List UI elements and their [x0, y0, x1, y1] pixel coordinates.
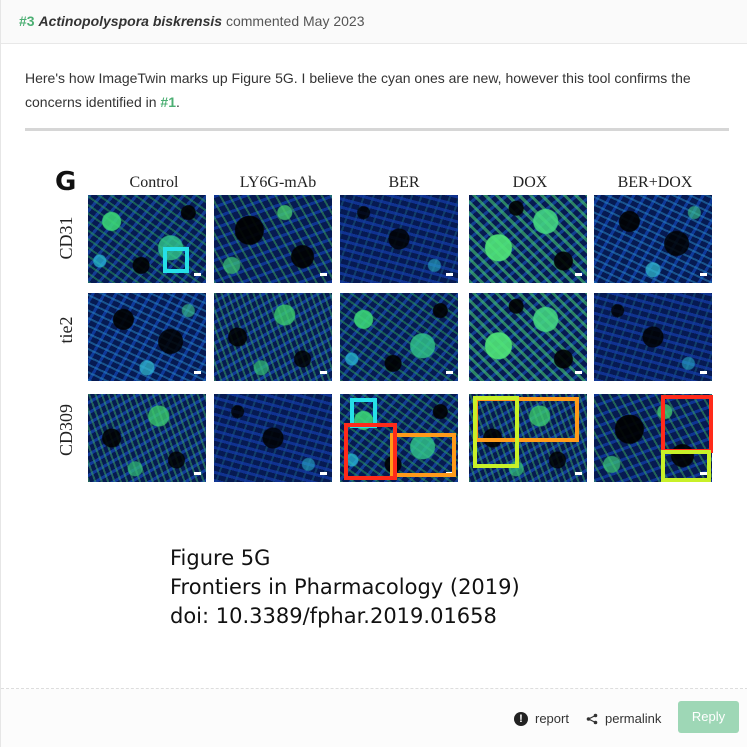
micrograph-panel [469, 195, 587, 283]
micrograph-panel [594, 195, 712, 283]
micrograph-panel [88, 293, 206, 381]
micrograph-panel [594, 394, 712, 482]
comment-body-text: Here's how ImageTwin marks up Figure 5G.… [25, 70, 691, 110]
duplicate-highlight-red [661, 395, 713, 453]
figure-panel-letter: G [55, 167, 77, 197]
duplicate-highlight-orange [390, 433, 456, 477]
micrograph-panel [594, 293, 712, 381]
share-icon [586, 713, 598, 724]
footer-divider [1, 688, 747, 689]
row-label-tie2: tie2 [56, 316, 76, 344]
comment-body-end: . [176, 94, 180, 110]
micrograph-panel [214, 293, 332, 381]
blockquote-divider [25, 128, 729, 131]
row-label-cd31: CD31 [56, 216, 76, 260]
micrograph-panel [88, 195, 206, 283]
micrograph-panel [340, 293, 458, 381]
comment-author-link[interactable]: Actinopolyspora biskrensis [38, 13, 223, 29]
column-label-dox: DOX [512, 174, 548, 191]
duplicate-highlight-red [344, 423, 397, 480]
column-label-ly6g: LY6G-mAb [239, 174, 317, 191]
column-label-ber-dox: BER+DOX [617, 174, 693, 191]
row-label-cd309: CD309 [56, 404, 76, 457]
caption-doi: doi: 10.3389/fphar.2019.01658 [170, 604, 497, 628]
duplicate-highlight-yellow [473, 396, 519, 468]
duplicate-highlight-yellow [661, 450, 711, 482]
micrograph-panel [214, 195, 332, 283]
column-label-ber: BER [388, 174, 420, 191]
permalink-label: permalink [605, 711, 662, 726]
micrograph-panel [469, 293, 587, 381]
issue-reference-link[interactable]: #1 [160, 94, 176, 110]
exclamation-circle-icon: ! [514, 711, 528, 726]
comment-header: #3 Actinopolyspora biskrensis commented … [1, 0, 747, 44]
figure-caption: Figure 5G Frontiers in Pharmacology (201… [170, 544, 520, 631]
report-label: report [535, 711, 569, 726]
micrograph-panel [340, 195, 458, 283]
comment-number-link[interactable]: #3 [19, 13, 35, 29]
report-link[interactable]: ! report [514, 711, 569, 726]
caption-journal: Frontiers in Pharmacology (2019) [170, 575, 520, 599]
permalink-link[interactable]: permalink [586, 711, 661, 726]
comment-date: commented May 2023 [225, 13, 365, 29]
duplicate-highlight-cyan [163, 247, 189, 273]
figure-image: G Control LY6G-mAb BER DOX BER+DOX CD31 … [51, 165, 721, 490]
reply-button[interactable]: Reply [678, 701, 739, 733]
comment-footer: ! report permalink Reply [1, 689, 747, 747]
comment-body: Here's how ImageTwin marks up Figure 5G.… [25, 66, 715, 114]
micrograph-panel [214, 394, 332, 482]
column-label-control: Control [129, 174, 179, 191]
caption-title: Figure 5G [170, 546, 271, 570]
micrograph-panel [88, 394, 206, 482]
